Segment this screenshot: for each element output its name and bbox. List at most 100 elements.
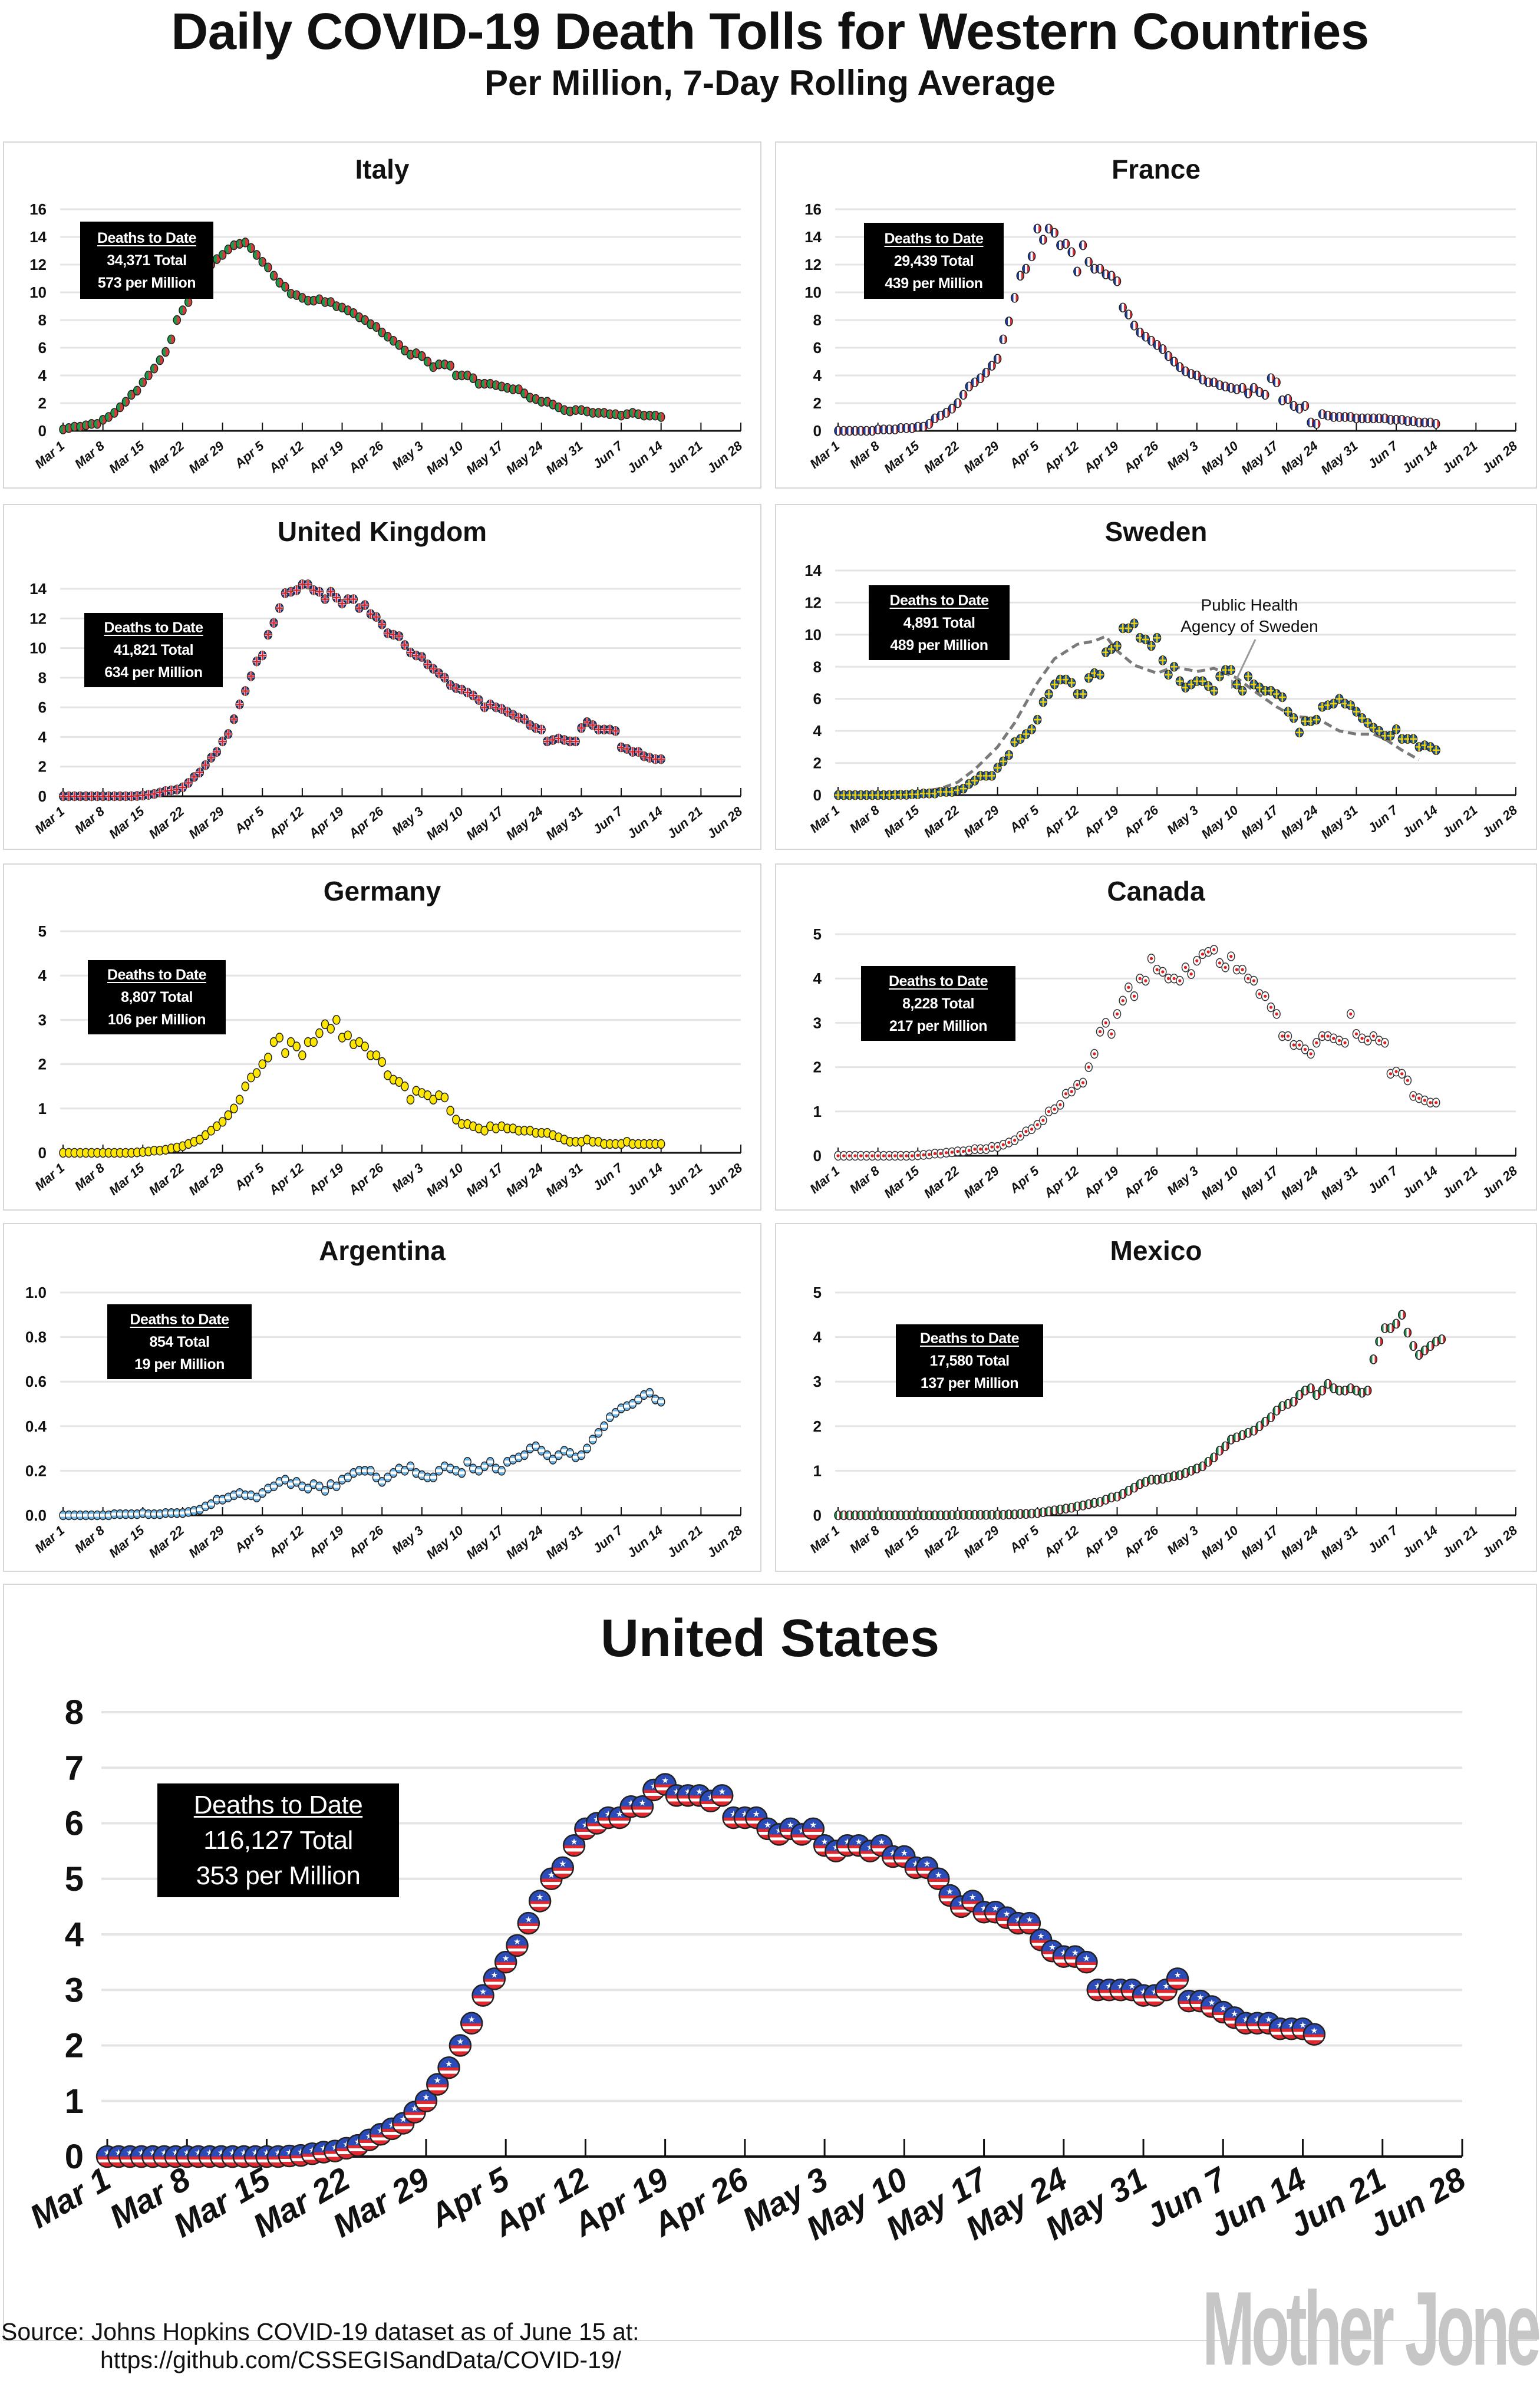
data-point bbox=[395, 1077, 403, 1087]
x-tick-label: Jun 7 bbox=[1365, 438, 1401, 472]
x-tick-label: Apr 5 bbox=[1007, 1163, 1043, 1196]
marker-body bbox=[1005, 316, 1013, 327]
x-tick-label: Mar 15 bbox=[881, 438, 922, 476]
y-tick-label: 0 bbox=[813, 1506, 822, 1524]
data-point bbox=[247, 1072, 255, 1083]
data-point bbox=[247, 243, 255, 253]
marker-center bbox=[1132, 994, 1136, 998]
annotation-line2: Agency of Sweden bbox=[1180, 617, 1318, 635]
marker-body bbox=[1420, 1346, 1429, 1356]
data-point bbox=[657, 1396, 665, 1407]
x-tick-label: Jun 7 bbox=[1365, 1163, 1401, 1196]
data-point bbox=[429, 1472, 437, 1482]
marker-body bbox=[241, 1081, 249, 1092]
marker-body bbox=[275, 278, 283, 288]
data-point bbox=[611, 1407, 620, 1418]
marker-center bbox=[1435, 1101, 1438, 1105]
box-heading: Deaths to Date bbox=[884, 230, 984, 247]
y-tick-label: 1 bbox=[38, 1100, 47, 1117]
box-per-million: 489 per Million bbox=[890, 637, 988, 654]
source-url[interactable]: https://github.com/CSSEGISandData/COVID-… bbox=[100, 2346, 622, 2373]
data-point bbox=[1352, 707, 1361, 717]
data-point bbox=[1119, 995, 1127, 1006]
data-point bbox=[258, 1488, 266, 1498]
chart-title: United Kingdom bbox=[277, 516, 487, 547]
data-point bbox=[1181, 962, 1190, 972]
y-tick-label: 3 bbox=[65, 1971, 84, 2009]
marker-body bbox=[463, 1457, 471, 1467]
data-point bbox=[1061, 239, 1070, 249]
x-tick-label: May 31 bbox=[1318, 803, 1360, 842]
marker-body bbox=[258, 257, 266, 267]
data-point bbox=[184, 297, 193, 307]
star-icon: ★ bbox=[571, 1837, 578, 1847]
x-tick-label: Apr 19 bbox=[305, 803, 347, 841]
marker-body bbox=[378, 1057, 386, 1067]
data-point bbox=[1312, 714, 1321, 725]
marker-body bbox=[452, 1115, 460, 1125]
marker-body bbox=[988, 361, 996, 371]
data-point bbox=[1215, 671, 1224, 681]
x-tick-label: Mar 1 bbox=[807, 1523, 842, 1556]
marker-body bbox=[1392, 1318, 1400, 1329]
x-tick-label: Apr 26 bbox=[1120, 438, 1162, 476]
data-point bbox=[1027, 251, 1036, 262]
x-tick-label: May 17 bbox=[1238, 1163, 1282, 1202]
star-icon: ★ bbox=[502, 1954, 510, 1963]
marker-body bbox=[605, 1412, 614, 1422]
y-tick-label: 5 bbox=[813, 925, 822, 943]
x-tick-label: Mar 1 bbox=[32, 1160, 67, 1194]
data-point bbox=[879, 1150, 888, 1161]
marker-body bbox=[1426, 1341, 1435, 1351]
data-point bbox=[1136, 327, 1144, 338]
data-point bbox=[440, 1092, 449, 1103]
x-tick-label: Jun 7 bbox=[590, 1160, 626, 1194]
marker-body bbox=[1397, 1310, 1406, 1320]
data-point bbox=[1113, 1009, 1122, 1019]
x-tick-label: Jun 14 bbox=[1399, 803, 1440, 840]
chart-panel-sweden: 0 2 4 6 8 10 12 14 Mar 1 Mar 8 Mar 15 Mar 22 Mar 29 A… bbox=[775, 504, 1537, 850]
deaths-to-date-box: Deaths to Date 29,439 Total 439 per Mill… bbox=[864, 223, 1004, 299]
x-tick-label: Jun 7 bbox=[590, 803, 626, 837]
marker-body bbox=[429, 1094, 437, 1105]
marker-center bbox=[1161, 970, 1165, 974]
data-point bbox=[1130, 991, 1139, 1001]
data-point bbox=[1147, 641, 1156, 651]
marker-body bbox=[1272, 1406, 1281, 1416]
data-point bbox=[230, 1103, 238, 1114]
marker-body bbox=[418, 351, 426, 361]
data-point bbox=[1432, 1097, 1440, 1108]
x-tick-label: Jun 21 bbox=[1439, 439, 1480, 476]
star-icon: ★ bbox=[1025, 1915, 1033, 1924]
marker-body bbox=[506, 1934, 529, 1957]
data-point bbox=[195, 767, 205, 778]
data-point bbox=[423, 1090, 432, 1100]
data-point bbox=[1050, 1104, 1058, 1115]
marker-body bbox=[252, 1492, 261, 1503]
x-tick-label: Mar 15 bbox=[106, 1160, 147, 1198]
marker-body bbox=[161, 347, 170, 357]
data-point bbox=[862, 790, 871, 800]
marker-body bbox=[1033, 223, 1041, 234]
marker-body bbox=[971, 377, 979, 387]
marker-body bbox=[361, 315, 369, 325]
y-tick-label: 0 bbox=[813, 1147, 822, 1165]
data-point bbox=[1210, 1452, 1218, 1462]
x-tick-label: May 10 bbox=[423, 803, 466, 843]
data-point bbox=[218, 250, 227, 260]
data-point bbox=[1170, 357, 1178, 367]
marker-body bbox=[486, 1457, 494, 1467]
x-tick-label: Apr 12 bbox=[266, 1160, 307, 1198]
x-tick-label: Mar 15 bbox=[881, 1522, 922, 1560]
marker-body bbox=[1369, 1354, 1378, 1364]
data-point bbox=[246, 671, 256, 681]
y-tick-label: 0.4 bbox=[25, 1417, 47, 1435]
data-point bbox=[1301, 716, 1310, 727]
data-point bbox=[138, 377, 147, 387]
data-point bbox=[1142, 331, 1150, 342]
marker-body bbox=[1261, 1416, 1269, 1427]
star-icon: ★ bbox=[1174, 1971, 1182, 1980]
data-point bbox=[252, 656, 261, 667]
